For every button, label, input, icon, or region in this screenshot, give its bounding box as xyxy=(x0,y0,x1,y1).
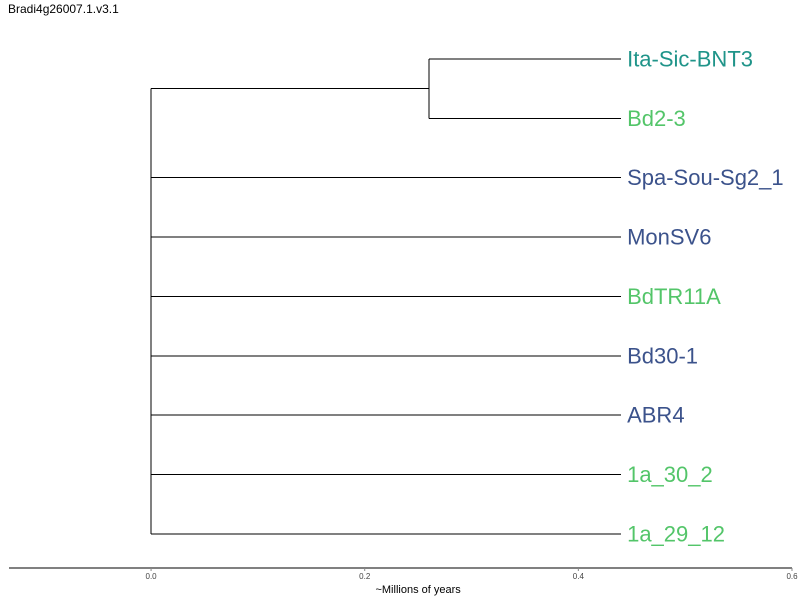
x-tick-label: 0.0 xyxy=(146,572,158,581)
leaf-label-BdTR11A: BdTR11A xyxy=(627,284,721,309)
leaf-label-Bd2-3: Bd2-3 xyxy=(627,106,686,131)
leaf-labels: Ita-Sic-BNT3 Bd2-3 Spa-Sou-Sg2_1 MonSV6 BdTR… xyxy=(627,47,784,547)
leaf-label-Ita-Sic-BNT3: Ita-Sic-BNT3 xyxy=(627,47,753,72)
page-title: Bradi4g26007.1.v3.1 xyxy=(8,2,119,16)
x-tick-label: 0.4 xyxy=(573,572,585,581)
x-tick-label: 0.6 xyxy=(786,572,798,581)
leaf-label-Spa-Sou-Sg2_1: Spa-Sou-Sg2_1 xyxy=(627,165,784,190)
x-axis-title: ~Millions of years xyxy=(375,584,461,596)
leaf-label-ABR4: ABR4 xyxy=(627,403,684,428)
tree-branches xyxy=(150,58,622,535)
x-tick-label: 0.2 xyxy=(359,572,371,581)
leaf-label-1a_29_12: 1a_29_12 xyxy=(627,521,725,546)
leaf-label-Bd30-1: Bd30-1 xyxy=(627,343,698,368)
leaf-label-MonSV6: MonSV6 xyxy=(627,225,711,250)
x-axis-ticks: 0.0 0.2 0.4 0.6 xyxy=(146,568,798,581)
leaf-label-1a_30_2: 1a_30_2 xyxy=(627,462,713,487)
x-axis: 0.0 0.2 0.4 0.6 ~Millions of years xyxy=(9,567,798,596)
